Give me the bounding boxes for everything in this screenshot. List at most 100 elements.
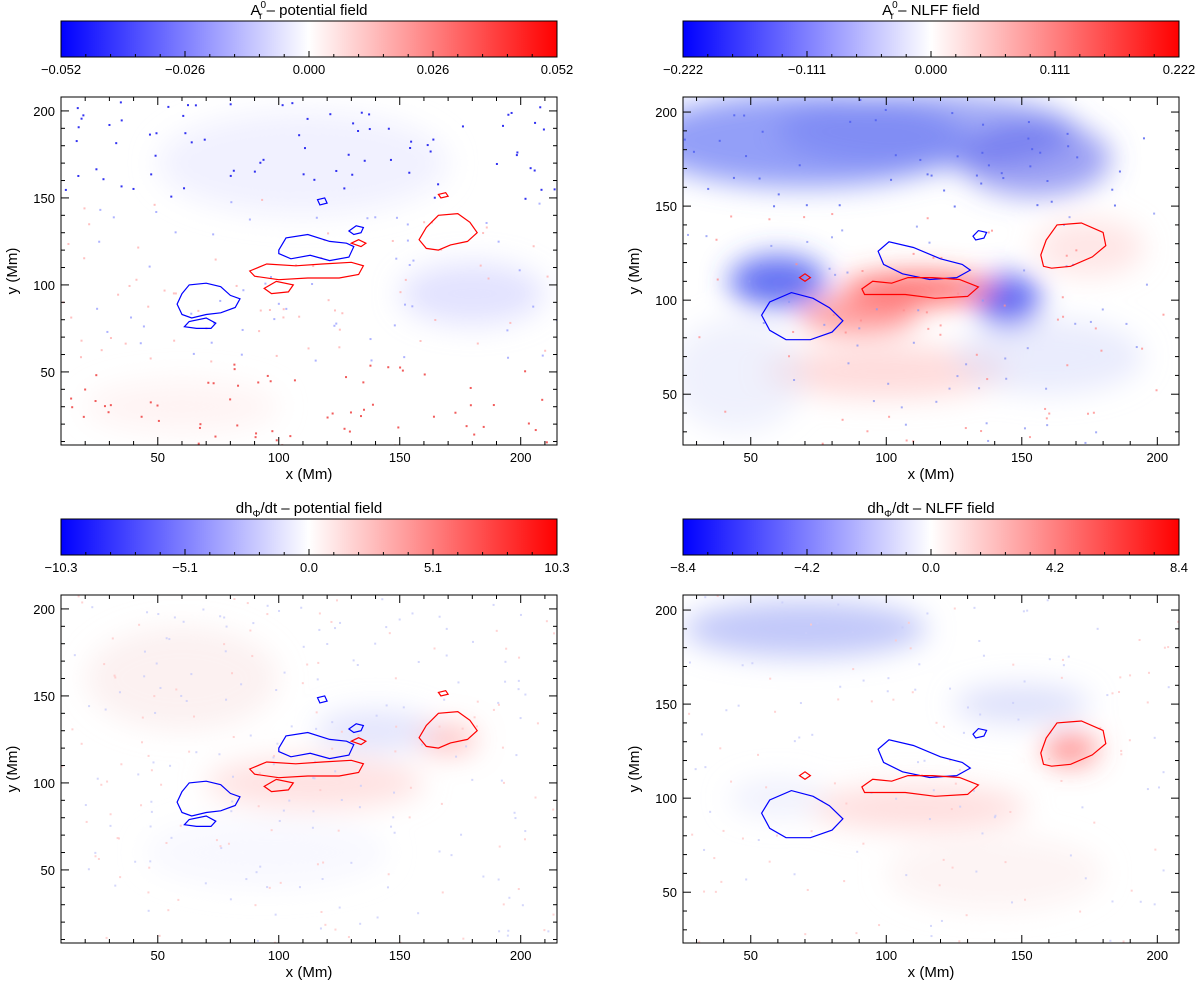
x-tick-label: 50 — [744, 450, 758, 465]
y-tick-label: 100 — [655, 293, 677, 308]
contour-positive — [418, 710, 478, 749]
field-structure — [683, 600, 1104, 912]
contour-negative — [972, 727, 988, 739]
title-main: A — [882, 2, 892, 19]
title-rest: – NLFF field — [894, 2, 980, 19]
colorbar-tick-label: −5.1 — [172, 560, 198, 575]
title-rest: /dt – NLFF field — [892, 500, 995, 517]
panel-2: A0 r – NLFF field −0.222 −0.111 0.000 0.111 0.… — [626, 0, 1195, 483]
colorbar-tick-label: 0.222 — [1163, 62, 1196, 77]
heatmap-field — [683, 97, 1179, 445]
field-structure — [85, 110, 545, 433]
y-axis-label: y (Mm) — [626, 746, 643, 793]
x-tick-label: 100 — [875, 450, 897, 465]
x-tick-label: 200 — [510, 450, 532, 465]
title-rest: /dt – potential field — [260, 500, 382, 517]
x-tick-label: 150 — [1011, 948, 1033, 963]
field-structure — [85, 626, 478, 888]
x-tick-label: 200 — [1146, 450, 1168, 465]
contour-negative — [347, 225, 365, 236]
x-tick-label: 50 — [151, 450, 165, 465]
axes-frame — [60, 96, 558, 446]
colorbar-tick-label: −0.052 — [41, 62, 81, 77]
contour-negative — [176, 282, 241, 319]
x-tick-label: 50 — [151, 948, 165, 963]
heatmap-field — [683, 595, 1179, 943]
colorbar-tick-label: −0.222 — [663, 62, 703, 77]
y-tick-label: 150 — [33, 689, 55, 704]
x-axis-label: x (Mm) — [286, 964, 333, 981]
panel-1: A0 r – potential field −0.052 −0.026 0.000 0.… — [4, 0, 573, 483]
contour-negative — [760, 291, 844, 341]
contour-negative — [278, 731, 355, 760]
contour-negative — [176, 780, 241, 817]
y-tick-label: 50 — [41, 863, 55, 878]
heatmap-field — [61, 595, 557, 943]
title-sub: r — [891, 11, 895, 22]
panel-title: dhΦ/dt – NLFF field — [867, 500, 994, 520]
panel-title: dhΦ/dt – potential field — [236, 500, 382, 520]
y-tick-label: 100 — [33, 776, 55, 791]
axes-frame — [682, 96, 1180, 446]
x-axis-label: x (Mm) — [286, 466, 333, 483]
colorbar-tick-label: −0.111 — [788, 62, 826, 77]
contour-positive — [798, 273, 812, 283]
y-tick-label: 200 — [33, 104, 55, 119]
contour-negative — [877, 241, 972, 281]
x-tick-label: 200 — [510, 948, 532, 963]
axes-frame — [60, 594, 558, 944]
colorbar-tick-label: 0.0 — [922, 560, 940, 575]
colorbar-tick-label: 0.0 — [300, 560, 318, 575]
y-tick-label: 150 — [655, 697, 677, 712]
contour-positive — [798, 771, 812, 781]
title-main: dh — [236, 500, 253, 517]
x-tick-label: 100 — [268, 450, 290, 465]
contour-positive — [1040, 720, 1107, 767]
title-sub: r — [259, 11, 263, 22]
title-sub: Φ — [252, 509, 260, 520]
colorbar-tick-label: 0.000 — [915, 62, 948, 77]
panel-4: dhΦ/dt – NLFF field −8.4 −4.2 0.0 4.2 8.4 50 10… — [626, 500, 1188, 981]
contour-negative — [183, 815, 217, 827]
y-tick-label: 200 — [655, 105, 677, 120]
contour-positive — [248, 759, 365, 779]
y-tick-label: 50 — [41, 365, 55, 380]
colorbar-tick-label: 4.2 — [1046, 560, 1064, 575]
x-tick-label: 100 — [875, 948, 897, 963]
contour-positive — [248, 261, 365, 281]
colorbar-tick-label: −8.4 — [670, 560, 696, 575]
y-tick-label: 200 — [33, 602, 55, 617]
heatmap-field — [61, 97, 557, 445]
contour-positive — [418, 212, 478, 251]
y-tick-label: 100 — [655, 791, 677, 806]
contour-positive — [861, 775, 980, 797]
colorbar-tick-label: −0.026 — [165, 62, 205, 77]
x-tick-label: 150 — [1011, 450, 1033, 465]
contour-positive — [437, 690, 450, 697]
contour-negative — [316, 695, 328, 704]
contour-negative — [278, 233, 355, 262]
title-main: A — [251, 2, 261, 19]
contour-positive — [263, 280, 295, 295]
contour-positive — [349, 737, 368, 746]
contour-negative — [183, 317, 217, 329]
contour-positive — [861, 277, 980, 299]
y-axis-label: y (Mm) — [626, 248, 643, 295]
colorbar-tick-label: 8.4 — [1170, 560, 1188, 575]
colorbar-tick-label: 5.1 — [424, 560, 442, 575]
y-tick-label: 50 — [663, 387, 677, 402]
title-sub: Φ — [884, 509, 892, 520]
panel-3: dhΦ/dt – potential field −10.3 −5.1 0.0 5.1 1… — [4, 500, 570, 981]
y-tick-label: 200 — [655, 603, 677, 618]
x-tick-label: 50 — [744, 948, 758, 963]
y-tick-label: 100 — [33, 278, 55, 293]
x-axis-label: x (Mm) — [908, 466, 955, 483]
colorbar-tick-label: 0.026 — [417, 62, 450, 77]
x-tick-label: 100 — [268, 948, 290, 963]
axes-frame — [682, 594, 1180, 944]
panel-title: A0 r – NLFF field — [882, 0, 980, 22]
contour-positive — [1040, 222, 1107, 269]
contour-negative — [760, 789, 844, 839]
y-tick-label: 50 — [663, 885, 677, 900]
